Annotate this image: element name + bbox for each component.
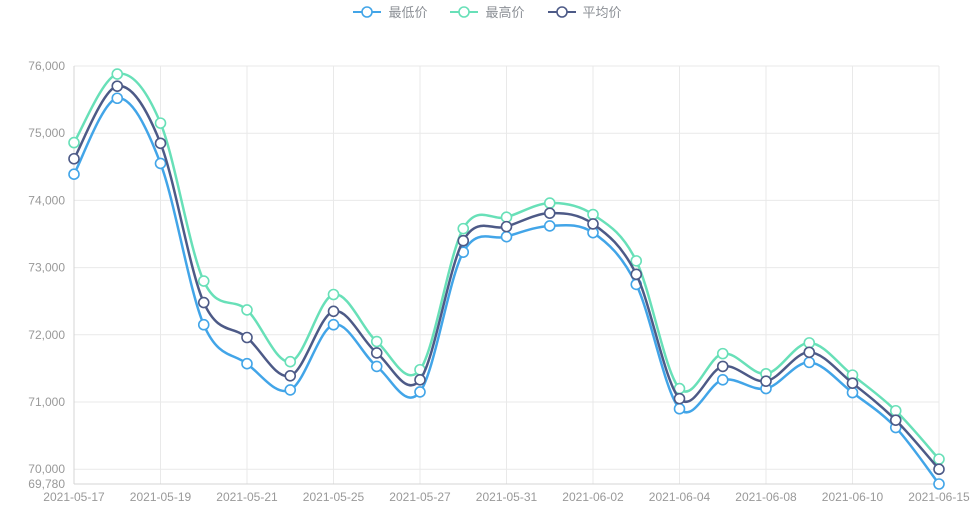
series-point-avg-price	[414, 374, 426, 386]
x-axis-label: 2021-06-15	[908, 490, 970, 504]
series-point-avg-price	[673, 392, 686, 405]
series-point-max-price	[370, 335, 383, 348]
y-axis-label: 72,000	[28, 328, 65, 342]
y-axis-label: 73,000	[28, 261, 65, 275]
series-point-max-price	[500, 211, 513, 224]
series-point-max-price	[543, 197, 556, 209]
series-point-max-price	[630, 255, 643, 267]
legend-item-avg-price[interactable]: 平均价	[547, 5, 622, 19]
series-point-max-price	[457, 222, 470, 235]
series-point-max-price	[154, 117, 167, 129]
series-point-max-price	[803, 337, 816, 349]
series-point-avg-price	[284, 370, 297, 382]
series-point-avg-price	[457, 234, 470, 247]
series-point-min-price	[500, 230, 513, 243]
series-point-min-price	[111, 92, 124, 105]
series-point-min-price	[414, 386, 426, 398]
series-point-min-price	[241, 357, 253, 370]
series-point-min-price	[933, 478, 945, 490]
series-point-avg-price	[327, 305, 340, 318]
chart-legend: 最低价 最高价 平均价	[0, 5, 974, 19]
series-point-avg-price	[500, 220, 513, 233]
series-point-max-price	[241, 304, 253, 316]
x-axis-label: 2021-05-31	[476, 490, 538, 504]
series-point-avg-price	[630, 268, 643, 281]
legend-label: 最高价	[485, 4, 525, 20]
series-point-avg-price	[760, 375, 772, 387]
min-price-legend-icon	[353, 6, 382, 18]
series-point-min-price	[846, 386, 859, 399]
series-point-max-price	[111, 68, 124, 80]
legend-label: 平均价	[582, 4, 622, 20]
y-axis-label: 70,000	[28, 462, 65, 476]
series-point-min-price	[673, 402, 686, 415]
y-axis-label: 75,000	[28, 126, 65, 140]
series-point-avg-price	[370, 347, 383, 359]
series-point-max-price	[68, 136, 80, 149]
series-point-avg-price	[716, 360, 729, 373]
x-axis-label: 2021-06-10	[822, 490, 884, 504]
avg-price-legend-icon	[547, 6, 576, 18]
y-axis-label: 69,780	[28, 477, 65, 491]
series-point-avg-price	[543, 207, 556, 219]
series-point-avg-price	[803, 346, 816, 359]
series-point-min-price	[284, 384, 297, 396]
x-axis-label: 2021-06-08	[735, 490, 797, 504]
x-axis-label: 2021-05-21	[216, 490, 278, 504]
legend-label: 最低价	[388, 4, 428, 20]
legend-item-min-price[interactable]: 最低价	[352, 5, 427, 19]
series-point-max-price	[889, 404, 902, 417]
max-price-legend-icon	[450, 6, 479, 18]
series-point-min-price	[716, 374, 729, 386]
series-point-max-price	[327, 288, 340, 301]
series-point-min-price	[197, 318, 210, 331]
series-point-max-price	[197, 275, 210, 287]
series-point-avg-price	[933, 463, 945, 476]
series-point-max-price	[284, 355, 297, 368]
series-point-avg-price	[889, 414, 902, 426]
y-axis-label: 71,000	[28, 395, 65, 409]
series-point-min-price	[370, 360, 383, 373]
x-axis-label: 2021-05-17	[43, 490, 105, 504]
series-point-min-price	[154, 157, 167, 170]
series-point-avg-price	[154, 137, 167, 150]
series-point-avg-price	[111, 80, 124, 92]
series-point-avg-price	[68, 152, 80, 165]
series-point-min-price	[803, 356, 816, 369]
series-point-min-price	[327, 318, 340, 331]
series-point-min-price	[543, 220, 556, 232]
series-point-max-price	[587, 208, 599, 221]
series-point-max-price	[716, 347, 729, 360]
x-axis-label: 2021-05-27	[389, 490, 451, 504]
y-axis-label: 74,000	[28, 193, 65, 207]
series-point-max-price	[933, 453, 945, 465]
series-point-avg-price	[197, 296, 210, 309]
y-axis-label: 76,000	[28, 59, 65, 73]
x-axis-label: 2021-05-25	[303, 490, 365, 504]
legend-item-max-price[interactable]: 最高价	[449, 4, 525, 20]
x-axis-label: 2021-06-04	[649, 490, 711, 504]
series-point-avg-price	[846, 377, 859, 389]
x-axis-label: 2021-05-19	[130, 490, 192, 504]
series-point-avg-price	[241, 331, 253, 344]
series-point-min-price	[68, 168, 80, 180]
x-axis-label: 2021-06-02	[562, 490, 624, 504]
series-point-avg-price	[587, 218, 599, 230]
